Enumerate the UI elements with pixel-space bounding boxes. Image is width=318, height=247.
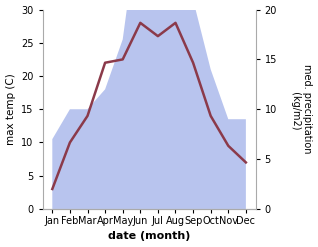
Y-axis label: max temp (C): max temp (C) <box>5 73 16 145</box>
Y-axis label: med. precipitation
 (kg/m2): med. precipitation (kg/m2) <box>291 64 313 154</box>
X-axis label: date (month): date (month) <box>108 231 190 242</box>
